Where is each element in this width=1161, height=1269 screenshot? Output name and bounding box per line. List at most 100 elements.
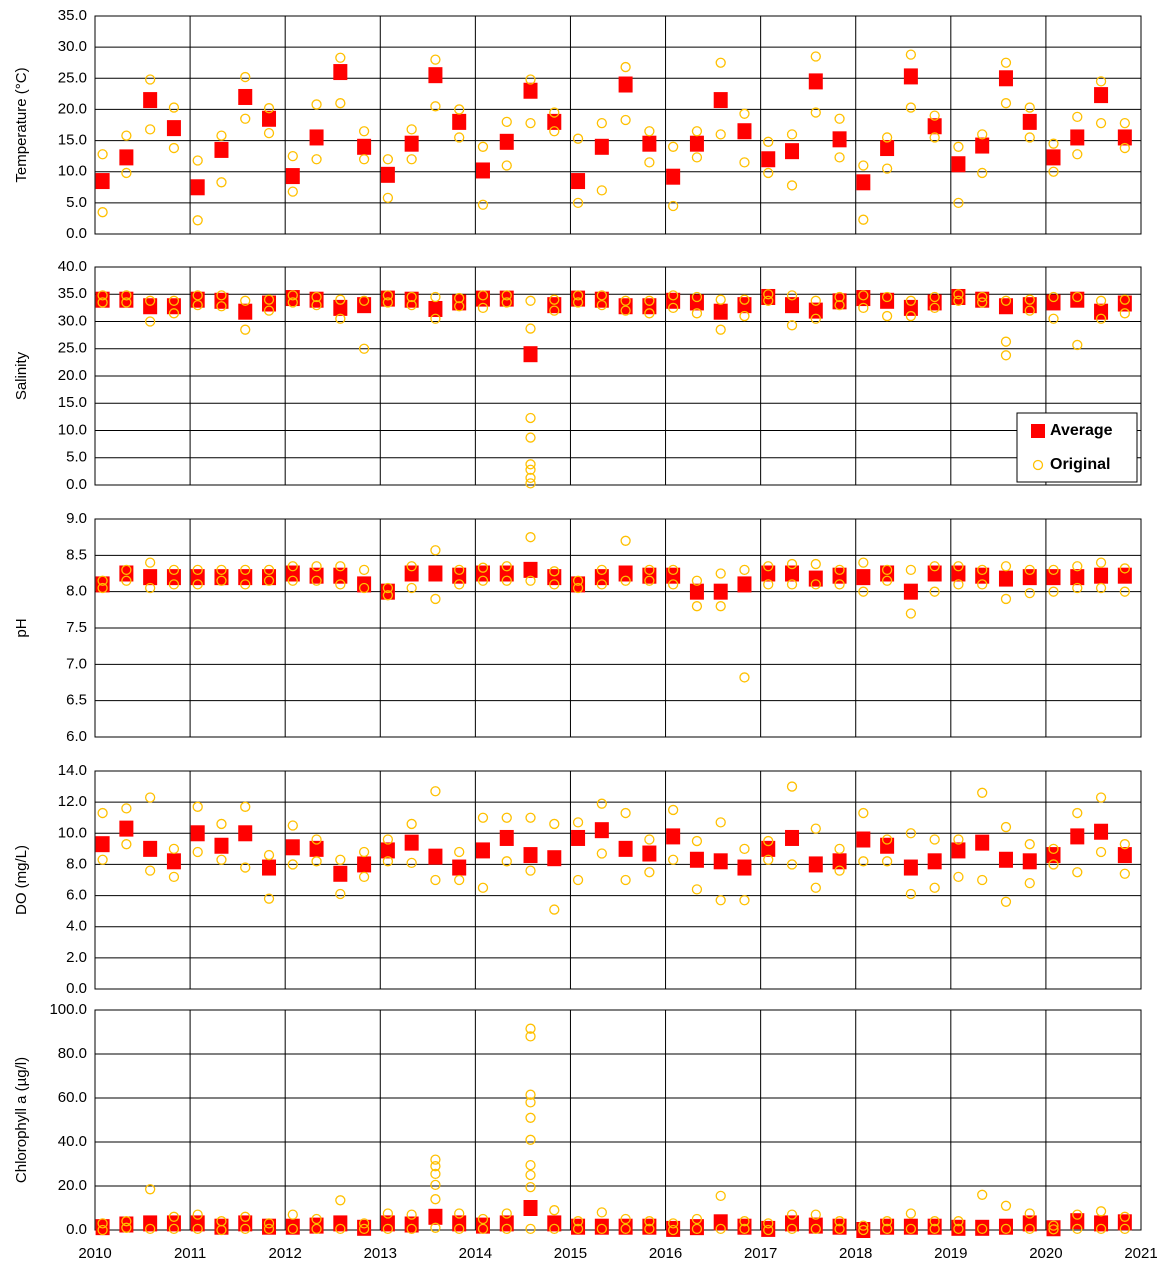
original-marker — [834, 1216, 845, 1227]
original-marker — [905, 608, 917, 619]
original-marker — [691, 291, 703, 303]
average-marker — [571, 829, 586, 846]
original-marker — [430, 874, 441, 886]
original-marker — [739, 672, 750, 683]
original-marker — [240, 862, 251, 873]
original-marker — [525, 323, 536, 334]
average-marker — [856, 174, 871, 191]
average-marker — [927, 853, 942, 870]
original-marker — [1095, 313, 1107, 324]
original-marker — [881, 132, 893, 143]
original-marker — [477, 882, 489, 893]
original-marker — [477, 1213, 489, 1225]
original-marker — [549, 1205, 560, 1216]
original-marker — [739, 564, 750, 576]
original-marker — [406, 582, 417, 594]
original-marker — [263, 305, 275, 316]
average-marker — [785, 829, 800, 846]
average-marker — [1046, 294, 1061, 311]
original-marker — [929, 561, 940, 572]
original-marker — [1024, 877, 1035, 889]
original-marker — [168, 564, 180, 576]
original-marker — [977, 291, 988, 303]
average-marker — [1022, 113, 1037, 130]
original-marker — [406, 154, 417, 165]
original-marker — [1072, 339, 1083, 351]
average-marker — [737, 123, 752, 140]
original-marker — [358, 871, 370, 883]
average-marker — [689, 135, 704, 152]
original-marker — [715, 1190, 726, 1202]
original-marker — [763, 1224, 774, 1236]
original-marker — [406, 561, 417, 572]
average-marker — [143, 298, 158, 315]
original-marker — [929, 834, 940, 845]
average-marker — [238, 825, 253, 842]
original-marker — [1024, 102, 1035, 113]
original-marker — [263, 575, 275, 586]
original-marker — [810, 823, 821, 834]
original-marker — [596, 117, 607, 129]
original-marker — [525, 117, 536, 129]
original-marker — [715, 324, 726, 335]
original-marker — [192, 579, 203, 590]
original-marker — [287, 290, 298, 301]
original-marker — [881, 856, 893, 867]
original-marker — [858, 290, 869, 301]
original-marker — [596, 1223, 607, 1235]
average-marker — [1094, 823, 1109, 840]
original-marker — [763, 167, 774, 179]
original-marker — [763, 579, 774, 590]
y-tick-label: 9.0 — [66, 510, 87, 527]
original-marker — [905, 564, 917, 576]
average-marker — [975, 291, 990, 308]
original-marker — [929, 1223, 940, 1235]
original-marker — [406, 299, 417, 311]
original-marker — [929, 302, 940, 314]
original-marker — [1000, 57, 1012, 68]
original-marker — [881, 564, 893, 576]
average-marker — [1046, 149, 1061, 166]
average-marker — [357, 138, 372, 155]
original-marker — [763, 136, 774, 147]
original-marker — [977, 1223, 988, 1235]
original-marker — [1072, 867, 1083, 878]
original-marker — [97, 149, 108, 160]
original-marker — [1000, 821, 1012, 833]
original-marker — [335, 294, 346, 305]
original-marker — [97, 207, 108, 218]
original-marker — [287, 1223, 298, 1235]
original-marker — [287, 150, 298, 162]
average-marker — [903, 1218, 918, 1235]
average-marker — [547, 1215, 562, 1232]
original-marker — [263, 103, 275, 114]
average-marker — [238, 303, 253, 320]
average-marker — [475, 290, 490, 307]
original-marker — [358, 343, 370, 354]
original-marker — [216, 301, 227, 312]
original-marker — [739, 294, 750, 305]
original-marker — [858, 302, 869, 314]
original-marker — [192, 564, 203, 576]
average-marker — [262, 1218, 277, 1235]
average-marker — [357, 856, 372, 873]
original-marker — [810, 579, 821, 590]
original-marker — [382, 290, 394, 301]
original-marker — [1048, 138, 1059, 149]
original-marker — [691, 835, 703, 847]
original-marker — [477, 562, 489, 573]
average-marker — [1117, 295, 1132, 312]
original-marker — [168, 142, 180, 154]
original-marker — [620, 535, 631, 546]
x-tick-label: 2019 — [934, 1245, 967, 1262]
original-marker — [287, 297, 298, 308]
original-marker — [977, 874, 988, 886]
y-axis-title: Temperature (°C) — [13, 67, 30, 182]
original-marker — [430, 545, 441, 556]
average-marker — [1070, 828, 1085, 845]
original-marker — [834, 564, 845, 576]
average-marker — [689, 294, 704, 311]
original-marker — [145, 792, 156, 803]
average-marker — [761, 151, 776, 168]
x-tick-label: 2020 — [1029, 1245, 1062, 1262]
